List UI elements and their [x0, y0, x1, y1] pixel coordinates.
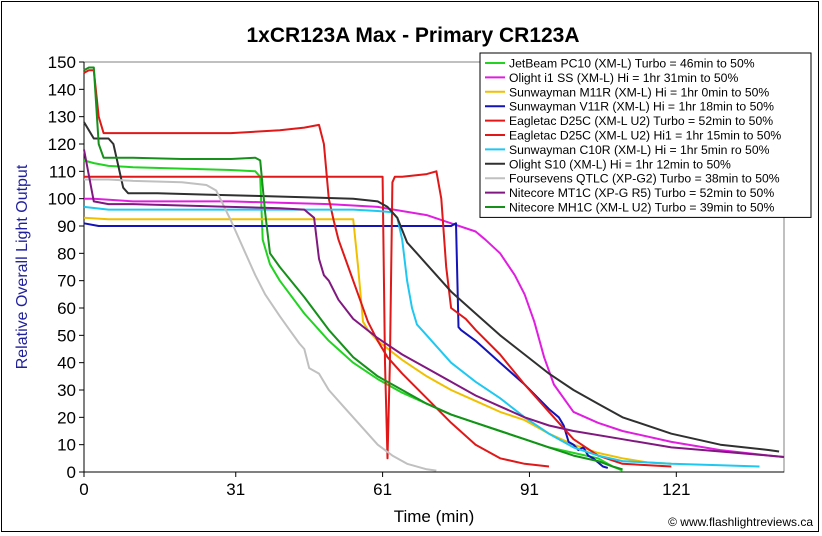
legend-entry: Eagletac D25C (XM-L U2) Hi1 = 1hr 15min …	[509, 129, 781, 143]
y-tick-label: 50	[57, 326, 76, 345]
series-line-10	[83, 149, 785, 458]
y-axis-label: Relative Overall Light Output	[14, 164, 31, 369]
chart-title: 1xCR123A Max - Primary CR123A	[246, 24, 579, 47]
y-tick-label: 130	[48, 108, 76, 127]
legend: JetBeam PC10 (XM-L) Turbo = 46min to 50%…	[479, 52, 812, 218]
x-tick-label: 121	[662, 480, 690, 499]
legend-entry: Nitecore MT1C (XP-G R5) Turbo = 52min to…	[509, 186, 774, 200]
series-line-11	[83, 66, 623, 471]
x-axis-label: Time (min)	[394, 507, 475, 526]
y-tick-label: 100	[48, 190, 76, 209]
y-tick-label: 10	[57, 436, 76, 455]
y-tick-label: 60	[57, 299, 76, 318]
y-tick-label: 30	[57, 381, 76, 400]
y-tick-label: 120	[48, 135, 76, 154]
y-tick-label: 0	[67, 463, 76, 482]
series-line-2	[84, 197, 785, 458]
y-tick-label: 20	[57, 408, 76, 427]
series-line-6	[84, 170, 672, 468]
legend-box	[479, 52, 812, 218]
legend-entry: Nitecore MH1C (XM-L U2) Turbo = 39min to…	[509, 201, 775, 215]
y-axis: 0 10 20 30 40 50 60 70 80 90 100 110 120 130 140 150	[48, 53, 85, 482]
series-line-7	[83, 205, 760, 468]
legend-entry: Sunwayman V11R (XM-L) Hi = 1hr 18min to …	[509, 100, 774, 114]
x-tick-label: 0	[79, 480, 88, 499]
series-line-5	[83, 69, 550, 468]
y-tick-label: 40	[57, 354, 76, 373]
series-line-8	[83, 121, 780, 453]
x-tick-label: 31	[226, 480, 245, 499]
legend-entry: JetBeam PC10 (XM-L) Turbo = 46min to 50%	[509, 57, 755, 71]
x-axis: 0 31 61 91 121	[79, 471, 784, 499]
y-tick-label: 140	[48, 80, 76, 99]
legend-entry: Sunwayman C10R (XM-L) Hi = 1hr 5min ro 5…	[509, 143, 770, 157]
x-tick-label: 91	[520, 480, 539, 499]
series-line-9	[84, 178, 437, 472]
x-tick-label: 61	[373, 480, 392, 499]
y-tick-label: 70	[57, 272, 76, 291]
legend-entry: Eagletac D25C (XM-L U2) Turbo = 52min to…	[509, 114, 773, 128]
y-tick-label: 150	[48, 53, 76, 72]
credit-text: © www.flashlightreviews.ca	[668, 515, 813, 529]
legend-entry: Olight S10 (XM-L) Hi = 1hr 12min to 50%	[509, 157, 731, 171]
legend-entry: Foursevens QTLC (XP-G2) Turbo = 38min to…	[509, 172, 780, 186]
y-tick-label: 110	[49, 162, 76, 181]
y-tick-label: 90	[57, 217, 76, 236]
legend-entry: Sunwayman M11R (XM-L) Hi = 1hr 0min to 5…	[509, 85, 769, 99]
series-group	[83, 66, 785, 472]
legend-entry: Olight i1 SS (XM-L) Hi = 1hr 31min to 50…	[509, 71, 738, 85]
y-tick-label: 80	[57, 244, 76, 263]
